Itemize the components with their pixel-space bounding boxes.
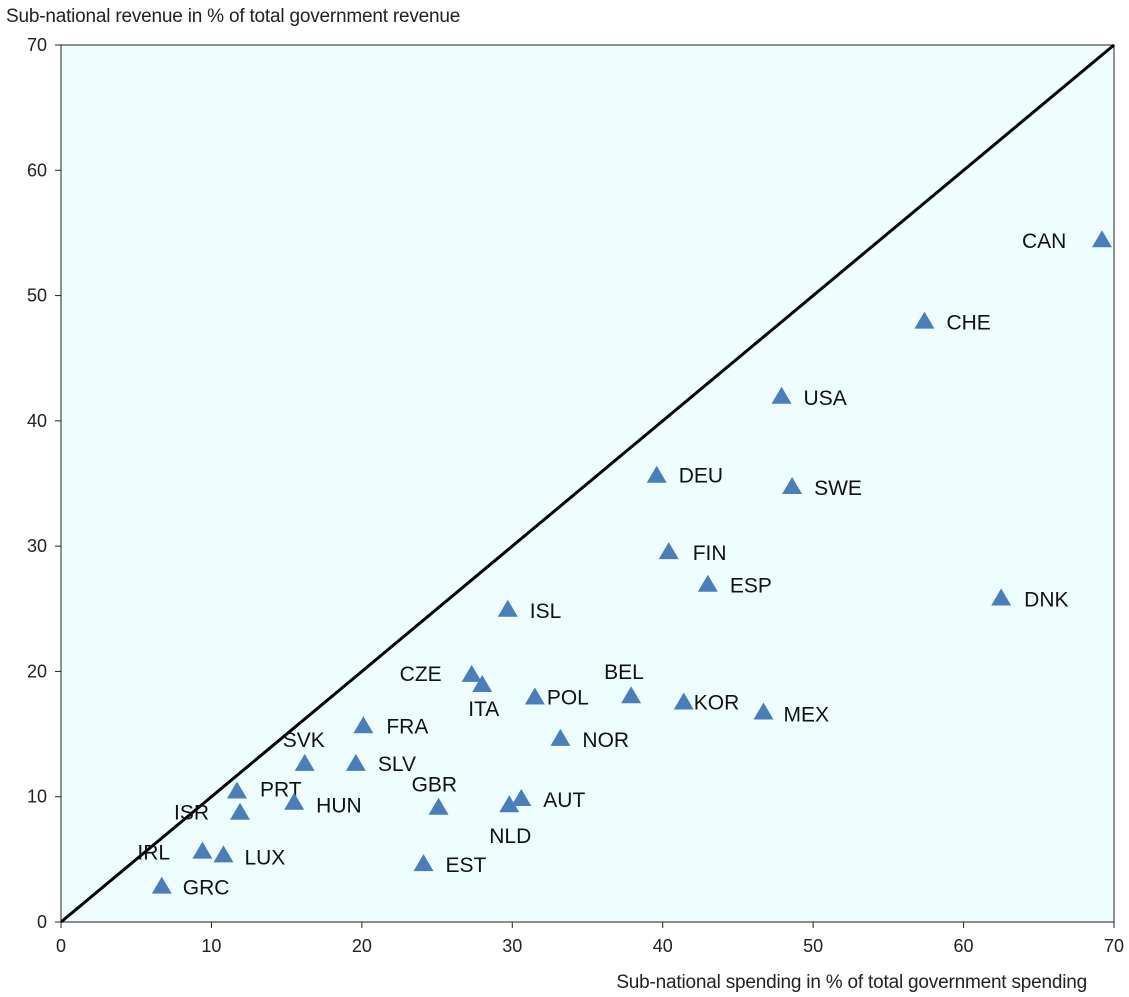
- point-label-bel: BEL: [604, 661, 644, 684]
- point-label-aut: AUT: [543, 789, 585, 812]
- point-label-gbr: GBR: [412, 774, 458, 797]
- x-tick-label: 60: [954, 936, 974, 956]
- point-label-ita: ITA: [468, 698, 499, 721]
- point-label-fra: FRA: [386, 715, 428, 738]
- x-axis-title: Sub-national spending in % of total gove…: [616, 972, 1087, 993]
- x-tick-label: 70: [1104, 936, 1124, 956]
- point-label-can: CAN: [1022, 230, 1066, 253]
- marker-hun: [284, 792, 305, 810]
- marker-nld: [499, 795, 520, 813]
- marker-cze: [461, 664, 482, 682]
- point-label-fin: FIN: [693, 542, 727, 565]
- point-label-che: CHE: [946, 312, 990, 335]
- x-tick-label: 0: [56, 936, 66, 956]
- point-label-nld: NLD: [489, 825, 531, 848]
- point-label-isr: ISR: [174, 802, 209, 825]
- marker-aut: [511, 788, 532, 806]
- marker-isl: [497, 599, 518, 617]
- marker-irl: [192, 841, 213, 859]
- marker-fin: [658, 542, 679, 560]
- y-tick-label: 0: [37, 912, 47, 932]
- x-tick-label: 40: [653, 936, 673, 956]
- point-label-pol: POL: [547, 686, 589, 709]
- point-label-esp: ESP: [730, 575, 772, 598]
- marker-usa: [771, 386, 792, 404]
- marker-nor: [550, 728, 571, 746]
- y-axis-title: Sub-national revenue in % of total gover…: [6, 6, 461, 27]
- point-label-hun: HUN: [316, 795, 362, 818]
- point-label-prt: PRT: [260, 778, 302, 801]
- x-tick-label: 50: [803, 936, 823, 956]
- marker-fra: [353, 716, 374, 734]
- marker-gbr: [428, 797, 449, 815]
- marker-prt: [227, 781, 248, 799]
- point-label-mex: MEX: [784, 704, 830, 727]
- point-label-cze: CZE: [400, 663, 442, 686]
- y-tick-label: 40: [27, 411, 47, 431]
- x-tick-label: 20: [352, 936, 372, 956]
- y-tick-label: 10: [27, 787, 47, 807]
- marker-swe: [782, 477, 803, 495]
- point-label-grc: GRC: [183, 877, 230, 900]
- marker-bel: [621, 686, 642, 704]
- marker-mex: [753, 702, 774, 720]
- point-label-deu: DEU: [679, 465, 723, 488]
- point-label-kor: KOR: [694, 691, 740, 714]
- marker-svk: [294, 753, 315, 771]
- point-label-est: EST: [446, 854, 487, 877]
- marker-kor: [673, 692, 694, 710]
- point-label-lux: LUX: [244, 846, 285, 869]
- reference-line-45deg: [60, 43, 1115, 924]
- point-label-slv: SLV: [378, 753, 416, 776]
- point-label-svk: SVK: [283, 729, 325, 752]
- marker-lux: [213, 845, 234, 863]
- y-tick-label: 20: [27, 661, 47, 681]
- marker-che: [914, 311, 935, 329]
- marker-grc: [151, 876, 172, 894]
- point-label-irl: IRL: [137, 842, 170, 865]
- point-label-dnk: DNK: [1024, 589, 1068, 612]
- marker-dnk: [991, 588, 1012, 606]
- y-tick-label: 30: [27, 536, 47, 556]
- point-label-isl: ISL: [530, 600, 562, 623]
- marker-est: [413, 854, 434, 872]
- marker-deu: [646, 465, 667, 483]
- point-label-nor: NOR: [582, 729, 629, 752]
- x-tick-label: 10: [201, 936, 221, 956]
- marker-can: [1091, 230, 1112, 248]
- point-label-usa: USA: [804, 387, 847, 410]
- marker-isr: [230, 802, 251, 820]
- marker-pol: [524, 687, 545, 705]
- y-tick-label: 50: [27, 286, 47, 306]
- y-tick-label: 70: [27, 35, 47, 55]
- marker-esp: [697, 574, 718, 592]
- y-tick-label: 60: [27, 160, 47, 180]
- marker-slv: [345, 753, 366, 771]
- marker-ita: [472, 674, 493, 692]
- point-label-swe: SWE: [814, 477, 862, 500]
- x-tick-label: 30: [502, 936, 522, 956]
